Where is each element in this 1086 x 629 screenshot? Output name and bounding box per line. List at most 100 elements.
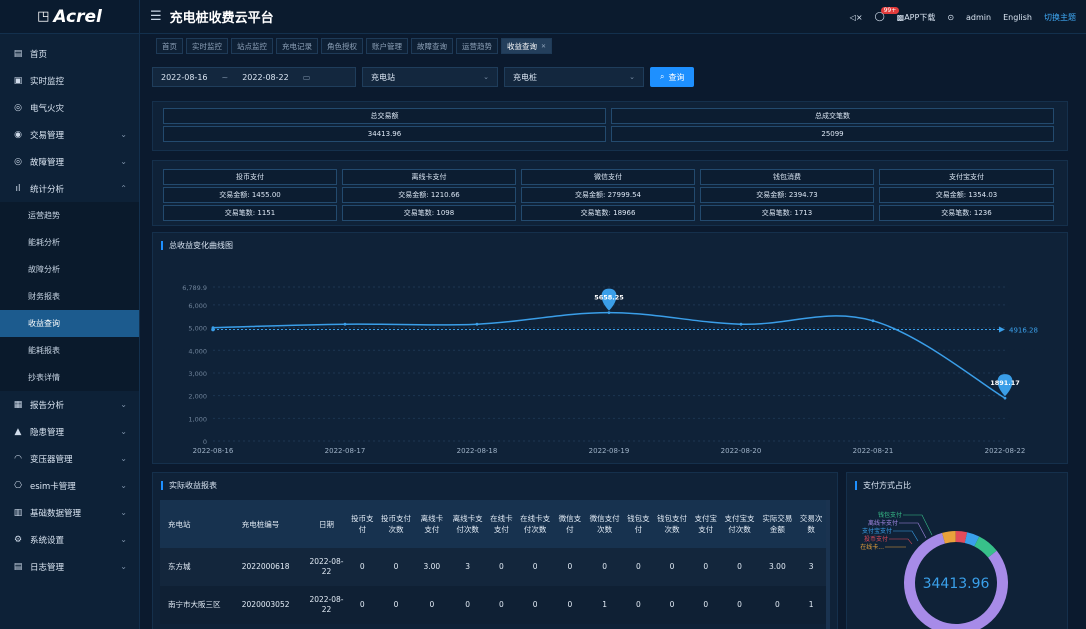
tab-role[interactable]: 角色授权 [321, 38, 363, 54]
sidebar-item-stats[interactable]: ıl 统计分析 ⌃ [0, 175, 139, 202]
pie-slice[interactable] [974, 536, 997, 558]
notification-button[interactable]: ◯ 99+ [875, 7, 900, 22]
sidebar-sub-revenue[interactable]: 收益查询 [0, 310, 139, 337]
data-point[interactable] [343, 322, 347, 326]
cell: 0 [653, 586, 691, 624]
sidebar-item-report[interactable]: ▦ 报告分析 ⌄ [0, 391, 139, 418]
average-line-start [211, 327, 215, 332]
calendar-icon: ▭ [302, 72, 311, 82]
data-point[interactable] [607, 311, 611, 315]
tab-realtime[interactable]: 实时监控 [186, 38, 228, 54]
marker-label: 5658.25 [594, 294, 624, 302]
page-tabs: 首页 实时监控 站点监控 充电记录 角色授权 账户管理 故障查询 运营趋势 收益… [140, 34, 1086, 58]
average-arrow [999, 326, 1005, 333]
app-download-button[interactable]: ▩APP下载 [897, 12, 936, 23]
col-header: 钱包支付次数 [653, 500, 691, 548]
tab-station[interactable]: 站点监控 [231, 38, 273, 54]
sidebar-item-basedata[interactable]: ▥ 基础数据管理 ⌄ [0, 499, 139, 526]
tab-revenue[interactable]: 收益查询 ✕ [501, 38, 553, 54]
sidebar-sub-finance[interactable]: 财务报表 [0, 283, 139, 310]
pile-select[interactable]: 充电桩 ⌄ [504, 67, 644, 87]
sidebar-sub-energy-report[interactable]: 能耗报表 [0, 337, 139, 364]
sidebar-item-settings[interactable]: ⚙ 系统设置 ⌄ [0, 526, 139, 553]
pie-slice[interactable] [942, 531, 956, 544]
cell: 0 [653, 548, 691, 586]
station-select[interactable]: 充电站 ⌄ [362, 67, 498, 87]
data-point[interactable] [1003, 396, 1007, 400]
x-tick-label: 2022-08-17 [325, 447, 366, 455]
table-row[interactable]: 南宁市大阪三区 2020003052 2022-08-22 0 0 0 0 0 … [160, 586, 826, 624]
chevron-down-icon: ⌄ [120, 130, 127, 139]
cell: 1 [585, 586, 624, 624]
table-row[interactable]: 东方城 2022000618 2022-08-22 0 0 3.00 3 0 0… [160, 548, 826, 586]
cell: 0 [623, 586, 654, 624]
tab-trend[interactable]: 运营趋势 [456, 38, 498, 54]
data-point[interactable] [739, 322, 743, 326]
y-tick-label: 2,000 [188, 393, 207, 401]
col-header: 微信支付 [554, 500, 586, 548]
x-tick-label: 2022-08-22 [985, 447, 1026, 455]
series-line [212, 311, 1006, 399]
sidebar-sub-energy[interactable]: 能耗分析 [0, 229, 139, 256]
min-value-marker[interactable]: 1891.17 [990, 374, 1020, 397]
sidebar-item-esim[interactable]: ⎔ esim卡管理 ⌄ [0, 472, 139, 499]
cell: 3.00 [758, 548, 797, 586]
payment-amount: 交易金额: 1455.00 [163, 187, 337, 203]
tab-home[interactable]: 首页 [156, 38, 183, 54]
sidebar-item-realtime[interactable]: ▣ 实时监控 [0, 67, 139, 94]
sidebar-item-transformer[interactable]: ◠ 变压器管理 ⌄ [0, 445, 139, 472]
user-name[interactable]: admin [966, 12, 992, 22]
chevron-down-icon: ⌄ [120, 562, 127, 571]
tab-fault[interactable]: 故障查询 [411, 38, 453, 54]
filter-bar: 2022-08-16 ~ 2022-08-22 ▭ 充电站 ⌄ 充电桩 ⌄ ⌕ 查… [152, 67, 695, 87]
pie-slice[interactable] [955, 531, 968, 543]
sidebar-item-label: 系统设置 [30, 535, 65, 546]
menu-toggle-icon[interactable]: ☰ [150, 9, 162, 24]
sidebar-item-home[interactable]: ▤ 首页 [0, 40, 139, 67]
data-point[interactable] [871, 319, 875, 323]
pie-label: 投币支付 [864, 535, 888, 543]
sidebar-item-trade[interactable]: ◉ 交易管理 ⌄ [0, 121, 139, 148]
total-amount-label: 总交易额 [163, 108, 606, 124]
sidebar-sub-trend[interactable]: 运营趋势 [0, 202, 139, 229]
y-tick-label: 6,000 [188, 302, 207, 310]
y-tick-label: 0 [203, 438, 207, 446]
pie-slice[interactable] [964, 532, 980, 547]
sidebar-item-log[interactable]: ▤ 日志管理 ⌄ [0, 553, 139, 580]
data-point[interactable] [475, 322, 479, 326]
fire-icon: ◎ [14, 102, 22, 113]
chevron-down-icon: ⌄ [629, 73, 635, 81]
volume-icon[interactable]: ◁× [849, 12, 863, 22]
payment-amount: 交易金额: 27999.54 [521, 187, 695, 203]
query-button[interactable]: ⌕ 查询 [650, 67, 695, 87]
theme-switch[interactable]: 切换主题 [1044, 12, 1076, 22]
y-tick-label: 3,000 [188, 370, 207, 378]
help-icon[interactable]: ⊙ [947, 12, 955, 22]
max-value-marker[interactable]: 5658.25 [594, 288, 624, 311]
pie-label: 钱包支付 [878, 511, 902, 519]
tab-charge-record[interactable]: 充电记录 [276, 38, 318, 54]
close-icon[interactable]: ✕ [541, 42, 547, 50]
fault-icon: ◎ [14, 156, 22, 167]
tab-account[interactable]: 账户管理 [366, 38, 408, 54]
cell: 1 [796, 586, 826, 624]
col-header: 日期 [305, 500, 348, 548]
cell: 0 [516, 548, 555, 586]
x-tick-label: 2022-08-19 [589, 447, 630, 455]
sidebar-sub-meter[interactable]: 抄表详情 [0, 364, 139, 391]
language-switch[interactable]: English [1003, 12, 1032, 22]
col-header: 交易次数 [796, 500, 826, 548]
pile-select-value: 充电桩 [513, 72, 537, 82]
sidebar-sub-fault[interactable]: 故障分析 [0, 256, 139, 283]
payment-donut-chart: 34413.96 钱包支付离线卡支付支付宝支付投币支付在线卡... [860, 511, 1008, 629]
sidebar-item-hazard[interactable]: ▲ 隐患管理 ⌄ [0, 418, 139, 445]
date-range-picker[interactable]: 2022-08-16 ~ 2022-08-22 ▭ [152, 67, 356, 87]
payment-count: 交易笔数: 1151 [163, 205, 337, 221]
top-right-tools: ◁× ◯ 99+ ▩APP下载 ⊙ admin English 切换主题 [850, 0, 1076, 34]
table-scrollbar[interactable] [826, 500, 830, 629]
total-count-value: 25099 [611, 126, 1054, 142]
payment-amount: 交易金额: 2394.73 [700, 187, 874, 203]
sidebar-item-fire[interactable]: ◎ 电气火灾 [0, 94, 139, 121]
transformer-icon: ◠ [14, 453, 22, 464]
sidebar-item-fault[interactable]: ◎ 故障管理 ⌄ [0, 148, 139, 175]
